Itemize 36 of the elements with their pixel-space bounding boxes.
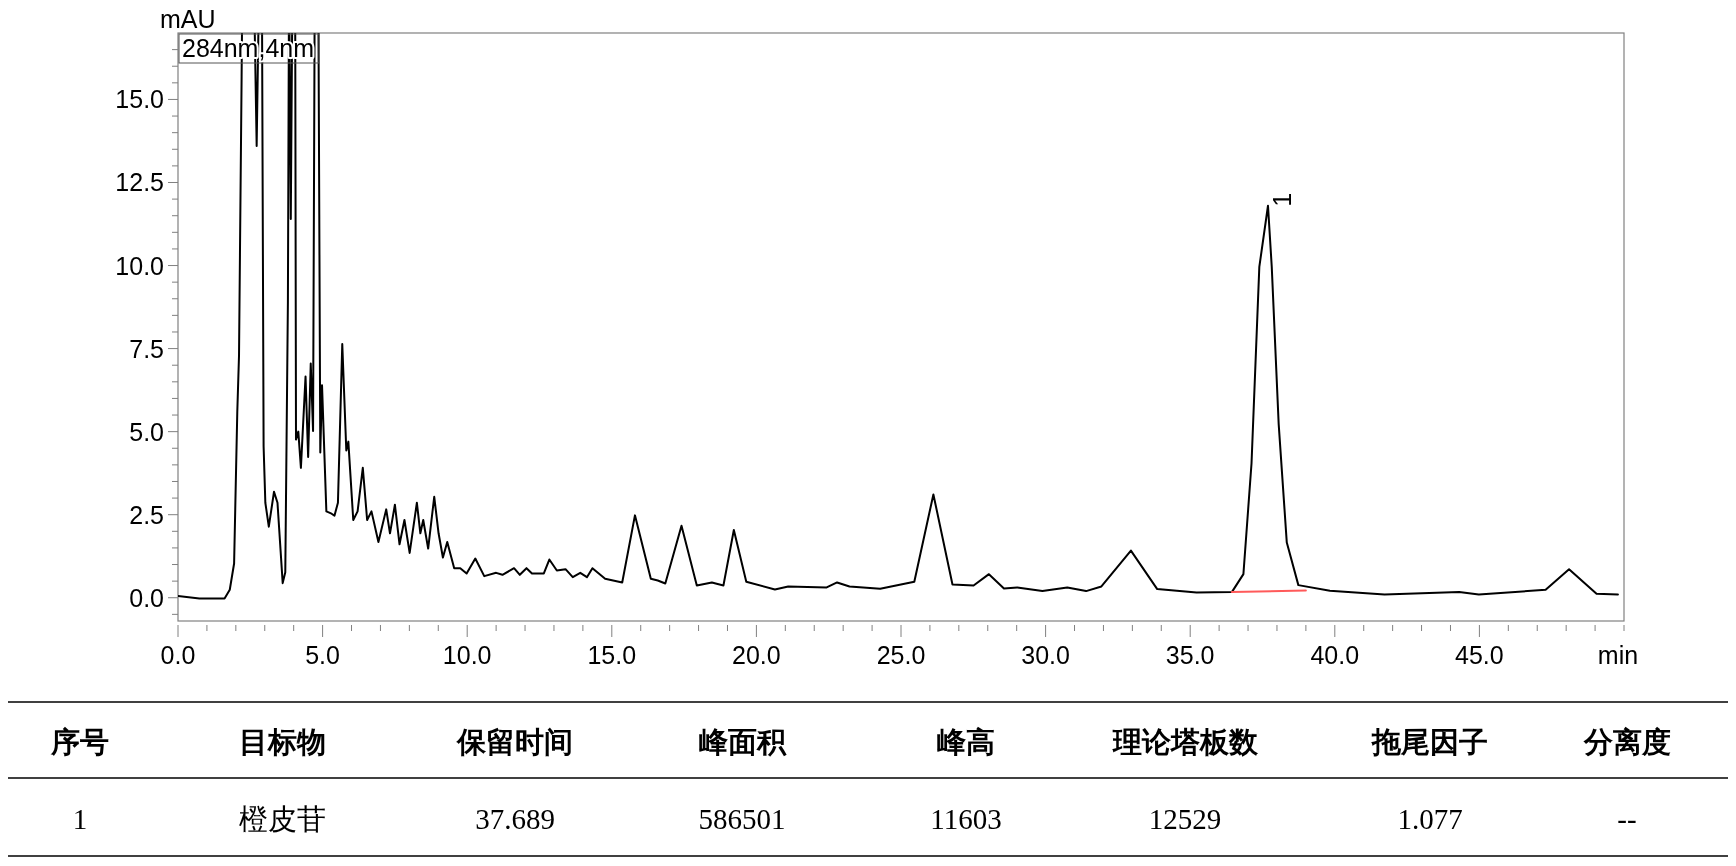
text: 1.077 — [1397, 803, 1463, 835]
text: 11603 — [930, 803, 1002, 835]
y-tick-label: 7.5 — [129, 334, 164, 363]
text: 分离度 — [1582, 726, 1671, 758]
text: 保留时间 — [456, 726, 573, 758]
x-axis-title: min — [1597, 641, 1639, 669]
text: 12529 — [1148, 803, 1222, 835]
text: 橙皮苷 — [238, 803, 326, 835]
text: 理论塔板数 — [1111, 726, 1259, 758]
y-tick-label: 12.5 — [115, 168, 164, 197]
text: 拖尾因子 — [1371, 726, 1488, 758]
x-tick-label: 10.0 — [442, 641, 492, 669]
y-tick-label: 15.0 — [115, 85, 164, 114]
x-tick-label: 30.0 — [1021, 641, 1070, 669]
text: 峰面积 — [698, 726, 787, 758]
y-tick-label: 10.0 — [115, 251, 164, 280]
x-tick-label: 40.0 — [1310, 641, 1360, 669]
text: -- — [1617, 803, 1637, 835]
annotation: 1 — [1267, 192, 1296, 207]
text: 峰高 — [937, 726, 995, 758]
text: 目标物 — [238, 726, 326, 758]
text: 586501 — [698, 803, 786, 835]
x-tick-label: 15.0 — [587, 641, 637, 669]
x-tick-label: 45.0 — [1455, 641, 1504, 669]
x-tick-label: 5.0 — [305, 641, 340, 669]
y-tick-label: 2.5 — [129, 500, 164, 529]
x-tick-label: 35.0 — [1165, 641, 1215, 669]
x-tick-label: 25.0 — [876, 641, 926, 669]
y-tick-label: 0.0 — [129, 583, 164, 612]
text: 1 — [72, 803, 88, 835]
y-axis-title: mAU — [160, 5, 216, 33]
text: 序号 — [50, 726, 109, 758]
text: 37.689 — [475, 803, 555, 835]
y-tick-label: 5.0 — [129, 417, 164, 446]
x-tick-label: 20.0 — [732, 641, 781, 669]
x-tick-label: 0.0 — [160, 641, 196, 669]
